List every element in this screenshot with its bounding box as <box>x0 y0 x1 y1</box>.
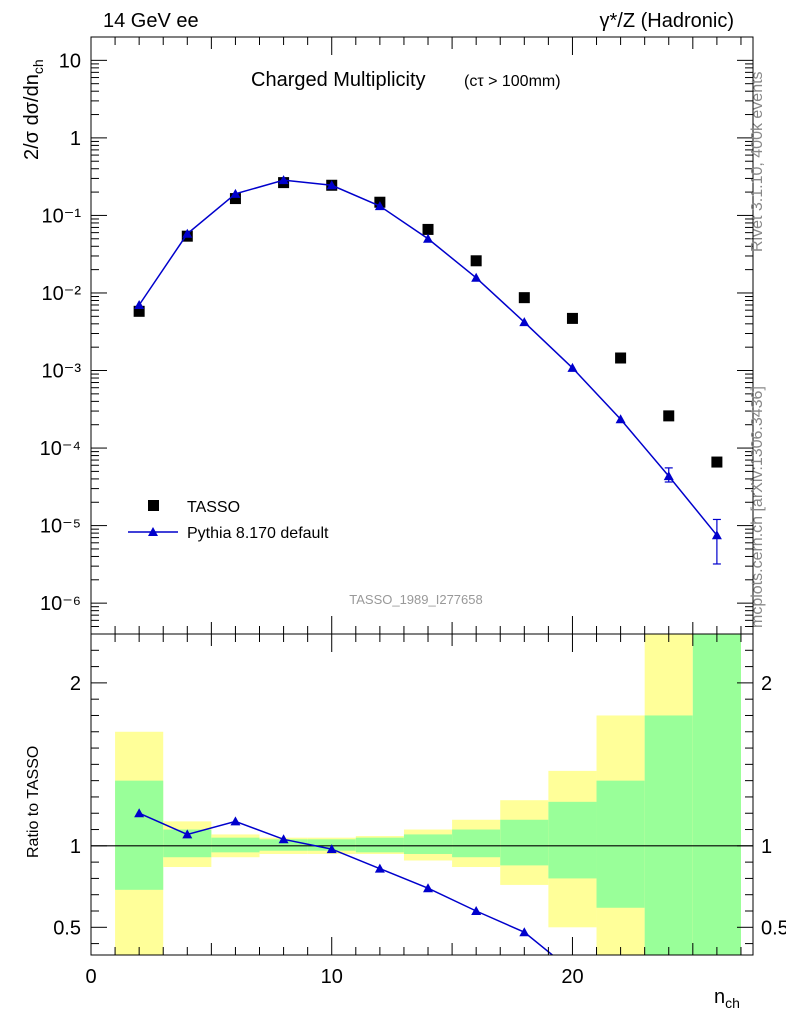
legend-marker-pythia <box>148 527 158 536</box>
ratio-band-inner <box>403 834 453 854</box>
ratio-y-axis-title: Ratio to TASSO <box>25 746 42 858</box>
main-y-tick-label: 10⁻⁴ <box>40 438 81 460</box>
analysis-label: TASSO_1989_I277658 <box>349 592 482 607</box>
mcplots-label: mcplots.cern.ch [arXiv:1306.3436] <box>749 386 766 628</box>
main-y-tick-label: 10⁻³ <box>42 361 82 383</box>
main-y-tick-label: 10⁻² <box>42 283 82 305</box>
ratio-point <box>182 829 193 839</box>
data-point-pythia <box>711 530 722 540</box>
ratio-point <box>134 808 145 818</box>
legend-label-pythia: Pythia 8.170 default <box>187 525 329 542</box>
main-y-tick-label: 1 <box>70 128 81 150</box>
labels: 14 GeV ee γ*/Z (Hadronic) Rivet 3.1.10, … <box>21 10 766 1011</box>
ratio-point <box>326 844 337 854</box>
x-tick-label: 0 <box>85 966 96 988</box>
main-chart-title-suffix: (cτ > 100mm) <box>464 73 561 90</box>
data-point-pythia <box>278 175 289 185</box>
legend-marker-tasso <box>148 500 159 511</box>
data-point-pythia <box>230 188 241 198</box>
main-frame <box>90 36 754 635</box>
ratio-series-line <box>138 812 554 955</box>
ratio-point <box>230 816 241 826</box>
rivet-label: Rivet 3.1.10, 400k events <box>749 71 766 252</box>
data-point-pythia <box>182 228 193 238</box>
x-tick-label: 20 <box>561 966 583 988</box>
header-right-label: γ*/Z (Hadronic) <box>600 10 734 32</box>
ratio-y-tick-label: 2 <box>70 673 81 695</box>
main-y-axis-title-text: 2/σ dσ/dn <box>21 74 43 160</box>
data-point-pythia <box>423 233 434 243</box>
data-point-pythia <box>567 362 578 372</box>
main-y-tick-label: 10⁻⁵ <box>40 516 81 538</box>
data-point-pythia <box>471 272 482 282</box>
x-axis-title-text: n <box>714 986 725 1008</box>
header-left-label: 14 GeV ee <box>103 10 199 32</box>
ratio-band-inner <box>115 780 164 890</box>
ratio-y-tick-label-right: 0.5 <box>761 917 786 939</box>
main-y-axis-title: 2/σ dσ/dnch <box>21 59 46 160</box>
ratio-band-inner <box>644 715 693 955</box>
ratio-band-inner <box>452 829 501 858</box>
ratio-panel: 0 10 20 0.5 0.5 1 1 2 2 <box>53 633 786 988</box>
x-axis-title-subscript: ch <box>725 995 740 1011</box>
main-y-tick-label: 10⁻¹ <box>42 205 82 227</box>
ratio-band-inner <box>548 801 597 879</box>
data-point-pythia <box>326 180 337 190</box>
data-point-tasso <box>711 456 723 468</box>
data-point-pythia <box>663 471 674 481</box>
ratio-band-inner <box>692 634 741 955</box>
ratio-y-tick-label: 1 <box>70 836 81 858</box>
svg-text:2/σ dσ/dnch: 2/σ dσ/dnch <box>21 59 46 160</box>
ratio-point <box>423 883 434 893</box>
ratio-point <box>519 927 530 937</box>
ratio-y-tick-label: 0.5 <box>53 917 81 939</box>
x-tick-label: 10 <box>321 966 343 988</box>
ratio-band-inner <box>211 837 260 853</box>
data-point-tasso <box>470 255 482 267</box>
ratio-point <box>471 906 482 916</box>
ratio-y-tick-label-right: 1 <box>761 836 772 858</box>
data-point-tasso <box>229 193 241 205</box>
data-point-tasso <box>615 352 627 364</box>
ratio-y-tick-label-right: 2 <box>761 673 772 695</box>
data-point-tasso <box>422 223 434 235</box>
main-chart-title: Charged Multiplicity <box>251 69 426 91</box>
main-panel: 10 1 10⁻¹ 10⁻² 10⁻³ 10⁻⁴ 10⁻⁵ 10⁻⁶ <box>40 36 754 635</box>
legend-label-tasso: TASSO <box>187 499 240 516</box>
ratio-point <box>278 834 289 844</box>
ratio-band-inner <box>500 819 549 866</box>
ratio-point <box>374 863 385 873</box>
data-point-pythia <box>374 201 385 211</box>
main-y-tick-label: 10 <box>59 50 81 72</box>
data-point-pythia <box>134 299 145 309</box>
ratio-band-inner <box>355 837 404 853</box>
data-point-pythia <box>615 414 626 424</box>
ratio-band-inner <box>259 839 308 851</box>
ratio-band-inner <box>596 780 645 908</box>
x-axis-title: nch <box>714 986 740 1011</box>
data-point-tasso <box>566 312 578 324</box>
main-y-axis-title-subscript: ch <box>30 59 46 74</box>
main-y-tick-label: 10⁻⁶ <box>40 593 81 615</box>
data-point-pythia <box>519 317 530 327</box>
data-point-tasso <box>663 410 675 422</box>
data-point-tasso <box>133 305 145 317</box>
data-point-tasso <box>518 292 530 304</box>
